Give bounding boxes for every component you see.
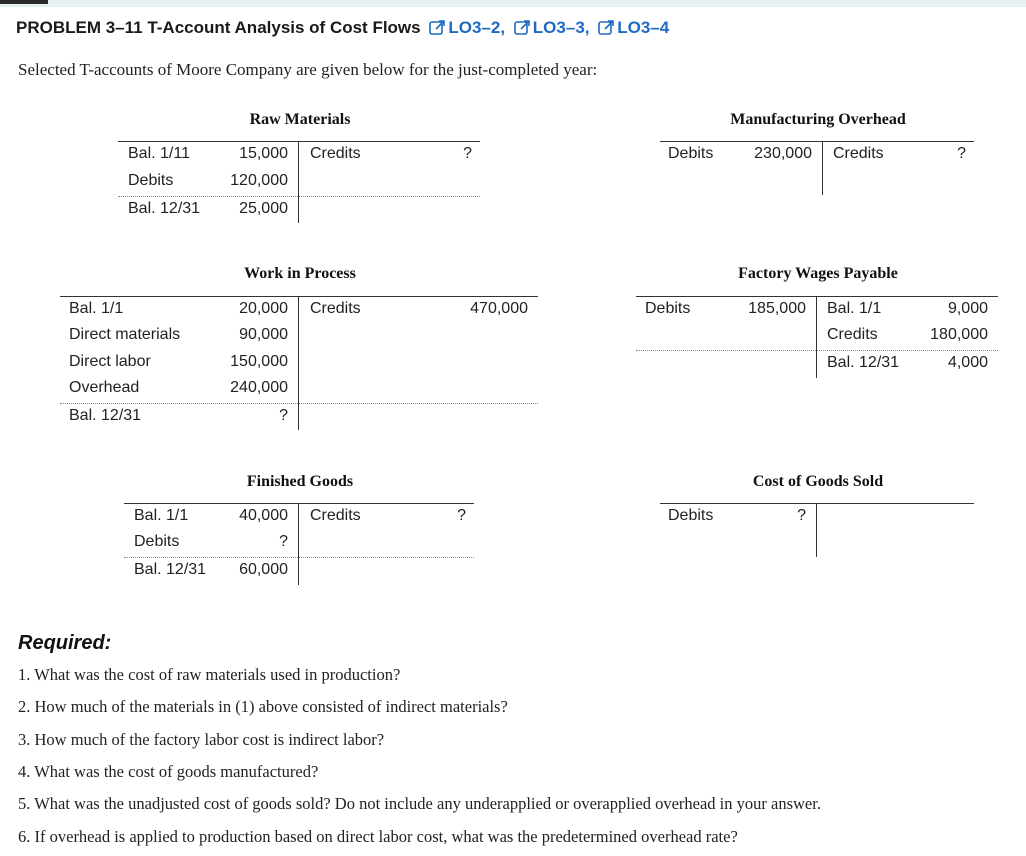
debit-label: Debits bbox=[134, 533, 180, 550]
problem-header: PROBLEM 3–11 T-Account Analysis of Cost … bbox=[16, 18, 669, 41]
balance-amount: 25,000 bbox=[239, 200, 288, 217]
balance-label: Bal. 12/31 bbox=[134, 561, 207, 578]
top-bar-accent bbox=[0, 0, 48, 4]
balance-separator bbox=[124, 557, 474, 558]
t-line-vertical bbox=[816, 503, 817, 557]
question-6: 6. If overhead is applied to production … bbox=[18, 827, 738, 846]
t-line-horizontal bbox=[636, 296, 998, 297]
question-2: 2. How much of the materials in (1) abov… bbox=[18, 697, 508, 716]
t-line-horizontal bbox=[118, 141, 480, 142]
debit-label: Debits bbox=[668, 145, 714, 162]
balance-label: Bal. 12/31 bbox=[69, 407, 142, 424]
external-link-icon[interactable] bbox=[598, 19, 615, 41]
credit-amount: 9,000 bbox=[947, 300, 988, 317]
t-line-horizontal bbox=[660, 503, 974, 504]
intro-text: Selected T-accounts of Moore Company are… bbox=[18, 60, 598, 79]
account-title: Cost of Goods Sold bbox=[752, 473, 884, 490]
account-title: Raw Materials bbox=[249, 111, 351, 128]
debit-amount: 120,000 bbox=[230, 172, 288, 189]
t-line-vertical bbox=[298, 503, 299, 585]
balance-label: Bal. 12/31 bbox=[827, 354, 900, 371]
debit-amount: 150,000 bbox=[230, 353, 288, 370]
question-4: 4. What was the cost of goods manufactur… bbox=[18, 762, 319, 781]
external-link-icon[interactable] bbox=[513, 19, 531, 41]
t-line-vertical bbox=[816, 296, 817, 378]
balance-amount: 4,000 bbox=[947, 354, 988, 371]
debit-amount: ? bbox=[279, 533, 288, 550]
debit-label: Bal. 1/1 bbox=[69, 300, 124, 317]
credit-label: Credits bbox=[310, 300, 361, 317]
debit-label: Direct labor bbox=[69, 353, 151, 370]
debit-amount: 240,000 bbox=[230, 379, 288, 396]
t-line-horizontal bbox=[60, 296, 538, 297]
credit-label: Credits bbox=[310, 145, 361, 162]
t-line-vertical bbox=[298, 296, 299, 430]
question-1: 1. What was the cost of raw materials us… bbox=[18, 665, 401, 684]
t-line-horizontal bbox=[660, 141, 974, 142]
credit-label: Credits bbox=[827, 326, 878, 343]
t-line-vertical bbox=[822, 141, 823, 195]
top-bar bbox=[0, 0, 1026, 7]
balance-separator bbox=[60, 403, 538, 404]
debit-label: Bal. 1/1 bbox=[134, 507, 189, 524]
lo-link-1[interactable]: LO3–2, bbox=[448, 18, 506, 37]
debit-amount: 90,000 bbox=[239, 326, 288, 343]
account-title: Factory Wages Payable bbox=[738, 265, 898, 282]
account-title: Work in Process bbox=[244, 265, 356, 282]
lo-link-3[interactable]: LO3–4 bbox=[617, 18, 670, 37]
account-title: Finished Goods bbox=[246, 473, 354, 490]
credit-label: Credits bbox=[833, 145, 884, 162]
t-line-horizontal bbox=[124, 503, 474, 504]
credit-label: Bal. 1/1 bbox=[827, 300, 882, 317]
debit-label: Bal. 1/11 bbox=[128, 145, 190, 162]
credit-amount: ? bbox=[463, 145, 472, 162]
account-title: Manufacturing Overhead bbox=[730, 111, 906, 128]
debit-amount: ? bbox=[797, 507, 806, 524]
debit-amount: 185,000 bbox=[748, 300, 806, 317]
debit-label: Debits bbox=[645, 300, 691, 317]
problem-title: PROBLEM 3–11 T-Account Analysis of Cost … bbox=[16, 18, 421, 37]
debit-label: Debits bbox=[128, 172, 174, 189]
question-5: 5. What was the unadjusted cost of goods… bbox=[18, 794, 821, 813]
balance-amount: ? bbox=[279, 407, 288, 424]
credit-amount: ? bbox=[957, 145, 966, 162]
required-heading: Required: bbox=[18, 632, 112, 654]
t-line-vertical bbox=[298, 141, 299, 223]
debit-label: Direct materials bbox=[69, 326, 181, 343]
credit-amount: 180,000 bbox=[930, 326, 988, 343]
balance-separator bbox=[636, 350, 998, 351]
balance-separator bbox=[118, 196, 480, 197]
debit-amount: 20,000 bbox=[239, 300, 288, 317]
balance-amount: 60,000 bbox=[239, 561, 288, 578]
credit-label: Credits bbox=[310, 507, 361, 524]
question-3: 3. How much of the factory labor cost is… bbox=[18, 730, 385, 749]
debit-amount: 15,000 bbox=[239, 145, 288, 162]
balance-label: Bal. 12/31 bbox=[128, 200, 201, 217]
credit-amount: ? bbox=[457, 507, 466, 524]
external-link-icon[interactable] bbox=[429, 19, 446, 41]
debit-amount: 230,000 bbox=[754, 145, 812, 162]
credit-amount: 470,000 bbox=[470, 300, 528, 317]
debit-label: Overhead bbox=[69, 379, 140, 396]
debit-label: Debits bbox=[668, 507, 714, 524]
lo-link-2[interactable]: LO3–3, bbox=[532, 18, 590, 37]
debit-amount: 40,000 bbox=[239, 507, 288, 524]
